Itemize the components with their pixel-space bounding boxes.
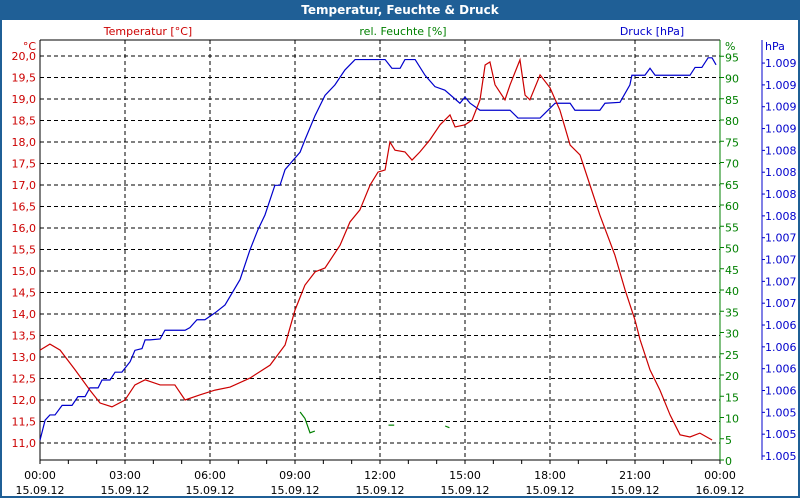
pressure-tick-label: 1.009	[765, 123, 797, 136]
humidity-tick-label: 15	[725, 391, 739, 404]
temperature-tick-label: 20,0	[12, 50, 37, 63]
pressure-tick-label: 1.006	[765, 363, 797, 376]
temperature-tick-label: 13,5	[12, 330, 37, 343]
humidity-series-segment	[444, 425, 450, 429]
x-tick-time: 00:00	[24, 469, 56, 482]
legend-temperature: Temperatur [°C]	[103, 25, 192, 38]
pressure-tick-label: 1.009	[765, 101, 797, 114]
x-tick-date: 16.09.12	[696, 484, 745, 497]
humidity-tick-label: 85	[725, 94, 739, 107]
x-tick-time: 09:00	[279, 469, 311, 482]
temperature-tick-label: 11,5	[12, 416, 37, 429]
pressure-axis-unit: hPa	[765, 40, 785, 53]
pressure-tick-label: 1.007	[765, 275, 797, 288]
humidity-tick-label: 55	[725, 221, 739, 234]
humidity-tick-label: 95	[725, 51, 739, 64]
temperature-tick-label: 16,0	[12, 222, 37, 235]
temperature-tick-label: 15,5	[12, 244, 37, 257]
pressure-tick-label: 1.005	[765, 406, 797, 419]
humidity-tick-label: 5	[725, 434, 732, 447]
temperature-tick-label: 15,0	[12, 265, 37, 278]
x-tick-date: 15.09.12	[186, 484, 235, 497]
pressure-tick-label: 1.007	[765, 254, 797, 267]
humidity-tick-label: 70	[725, 158, 739, 171]
x-tick-date: 15.09.12	[611, 484, 660, 497]
humidity-tick-label: 35	[725, 306, 739, 319]
humidity-tick-label: 40	[725, 285, 739, 298]
temperature-tick-label: 18,5	[12, 115, 37, 128]
pressure-tick-label: 1.006	[765, 385, 797, 398]
pressure-tick-label: 1.006	[765, 319, 797, 332]
humidity-tick-label: 90	[725, 73, 739, 86]
pressure-tick-label: 1.008	[765, 210, 797, 223]
pressure-tick-label: 1.006	[765, 341, 797, 354]
humidity-tick-label: 10	[725, 413, 739, 426]
humidity-tick-label: 25	[725, 349, 739, 362]
pressure-tick-label: 1.009	[765, 79, 797, 92]
temperature-series-line	[39, 57, 713, 441]
humidity-tick-label: 65	[725, 179, 739, 192]
humidity-tick-label: 50	[725, 243, 739, 256]
x-tick-date: 15.09.12	[356, 484, 405, 497]
pressure-tick-label: 1.008	[765, 144, 797, 157]
window-title: Temperatur, Feuchte & Druck	[0, 0, 800, 20]
temperature-tick-label: 12,5	[12, 373, 37, 386]
temperature-tick-label: 14,0	[12, 308, 37, 321]
humidity-axis-unit: %	[725, 40, 735, 53]
x-tick-time: 03:00	[109, 469, 141, 482]
x-tick-time: 12:00	[364, 469, 396, 482]
pressure-tick-label: 1.007	[765, 297, 797, 310]
humidity-series-segment	[299, 411, 316, 434]
pressure-tick-label: 1.008	[765, 166, 797, 179]
temperature-tick-label: 12,0	[12, 394, 37, 407]
pressure-tick-label: 1.005	[765, 450, 797, 463]
x-tick-time: 06:00	[194, 469, 226, 482]
humidity-tick-label: 30	[725, 328, 739, 341]
x-tick-date: 15.09.12	[16, 484, 65, 497]
temperature-tick-label: 17,5	[12, 158, 37, 171]
x-tick-date: 15.09.12	[271, 484, 320, 497]
humidity-tick-label: 75	[725, 136, 739, 149]
temperature-tick-label: 18,0	[12, 136, 37, 149]
legend-pressure: Druck [hPa]	[620, 25, 684, 38]
humidity-tick-label: 0	[725, 455, 732, 468]
pressure-tick-label: 1.009	[765, 57, 797, 70]
pressure-series-line	[39, 57, 717, 441]
humidity-tick-label: 60	[725, 200, 739, 213]
x-tick-time: 00:00	[704, 469, 736, 482]
humidity-tick-label: 20	[725, 370, 739, 383]
humidity-tick-label: 45	[725, 264, 739, 277]
temperature-tick-label: 17,0	[12, 179, 37, 192]
temperature-tick-label: 11,0	[12, 437, 37, 450]
temperature-axis-unit: °C	[23, 40, 37, 53]
temperature-tick-label: 14,5	[12, 287, 37, 300]
x-tick-time: 15:00	[449, 469, 481, 482]
temperature-tick-label: 19,0	[12, 93, 37, 106]
x-tick-time: 21:00	[619, 469, 651, 482]
temperature-tick-label: 19,5	[12, 72, 37, 85]
x-tick-date: 15.09.12	[101, 484, 150, 497]
legend-humidity: rel. Feuchte [%]	[359, 25, 446, 38]
temperature-tick-label: 13,0	[12, 351, 37, 364]
x-tick-date: 15.09.12	[441, 484, 490, 497]
pressure-tick-label: 1.007	[765, 232, 797, 245]
temperature-tick-label: 16,5	[12, 201, 37, 214]
pressure-tick-label: 1.005	[765, 428, 797, 441]
humidity-tick-label: 80	[725, 115, 739, 128]
x-tick-date: 15.09.12	[526, 484, 575, 497]
pressure-tick-label: 1.008	[765, 188, 797, 201]
x-tick-time: 18:00	[534, 469, 566, 482]
